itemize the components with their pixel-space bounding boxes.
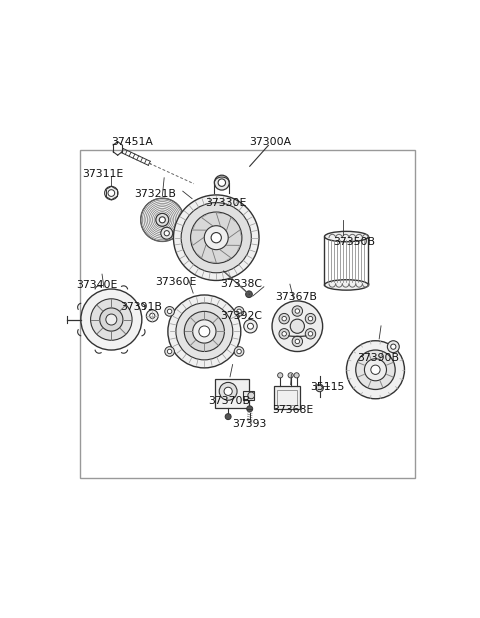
Circle shape	[247, 406, 252, 412]
Bar	[277, 390, 297, 405]
Circle shape	[347, 341, 405, 399]
Circle shape	[215, 175, 229, 190]
Circle shape	[234, 347, 244, 357]
Circle shape	[184, 311, 224, 352]
Circle shape	[219, 383, 237, 400]
Circle shape	[248, 392, 254, 399]
Circle shape	[279, 329, 289, 339]
Circle shape	[308, 316, 312, 321]
Text: 37393: 37393	[232, 420, 267, 430]
Circle shape	[165, 307, 174, 316]
Circle shape	[272, 301, 323, 352]
Circle shape	[156, 213, 169, 226]
Circle shape	[316, 384, 324, 392]
Circle shape	[211, 232, 221, 243]
Text: 37392C: 37392C	[220, 311, 263, 321]
Circle shape	[295, 309, 300, 313]
Circle shape	[168, 349, 172, 353]
Text: 37311E: 37311E	[82, 169, 123, 179]
Circle shape	[192, 320, 216, 343]
Circle shape	[81, 289, 142, 350]
Circle shape	[387, 341, 399, 353]
Text: 37390B: 37390B	[357, 353, 399, 363]
Circle shape	[100, 308, 123, 331]
Circle shape	[204, 226, 228, 250]
Bar	[274, 386, 300, 409]
Circle shape	[356, 350, 395, 389]
Circle shape	[165, 347, 174, 357]
Circle shape	[288, 373, 293, 378]
Circle shape	[237, 309, 241, 313]
Circle shape	[225, 413, 231, 420]
Circle shape	[279, 313, 289, 324]
Circle shape	[246, 291, 252, 298]
Circle shape	[164, 231, 169, 236]
Text: 37338C: 37338C	[220, 279, 263, 289]
Text: 37370B: 37370B	[208, 396, 250, 405]
Circle shape	[282, 332, 287, 336]
Circle shape	[199, 326, 210, 337]
Text: 37367B: 37367B	[276, 292, 317, 302]
Circle shape	[244, 320, 257, 333]
Text: 37391B: 37391B	[120, 302, 162, 311]
Circle shape	[181, 203, 252, 273]
Ellipse shape	[324, 231, 368, 242]
Circle shape	[295, 339, 300, 344]
Circle shape	[106, 314, 117, 325]
Circle shape	[168, 295, 241, 368]
Circle shape	[305, 329, 316, 339]
Circle shape	[108, 190, 115, 197]
Bar	[243, 391, 254, 400]
Text: 37451A: 37451A	[112, 137, 154, 146]
Circle shape	[290, 319, 304, 333]
Text: 37340E: 37340E	[76, 281, 117, 290]
Circle shape	[308, 332, 312, 336]
Circle shape	[282, 316, 287, 321]
Circle shape	[173, 195, 259, 281]
Circle shape	[237, 349, 241, 353]
Circle shape	[305, 313, 316, 324]
Circle shape	[294, 373, 299, 378]
Text: 37360E: 37360E	[156, 277, 197, 287]
Circle shape	[191, 212, 242, 263]
Circle shape	[161, 227, 173, 239]
Circle shape	[159, 217, 165, 223]
Circle shape	[150, 313, 155, 318]
Text: 37300A: 37300A	[249, 137, 291, 146]
Circle shape	[91, 298, 132, 341]
Text: 37368E: 37368E	[272, 405, 313, 415]
Circle shape	[277, 373, 283, 378]
Circle shape	[176, 303, 233, 360]
Text: 37330E: 37330E	[205, 198, 246, 208]
Ellipse shape	[324, 280, 368, 290]
Circle shape	[218, 179, 226, 187]
Text: 35115: 35115	[310, 383, 344, 392]
Circle shape	[364, 358, 386, 381]
Circle shape	[141, 198, 184, 242]
Text: 37350B: 37350B	[333, 237, 375, 247]
Circle shape	[224, 387, 232, 396]
Bar	[81, 150, 415, 478]
Circle shape	[391, 344, 396, 349]
Circle shape	[371, 365, 380, 375]
Circle shape	[105, 187, 118, 200]
Circle shape	[292, 336, 302, 347]
Circle shape	[234, 307, 244, 316]
Bar	[215, 379, 249, 408]
Circle shape	[146, 310, 158, 322]
Text: 37321B: 37321B	[134, 188, 176, 199]
Circle shape	[168, 309, 172, 313]
Circle shape	[292, 306, 302, 316]
Circle shape	[248, 323, 253, 329]
